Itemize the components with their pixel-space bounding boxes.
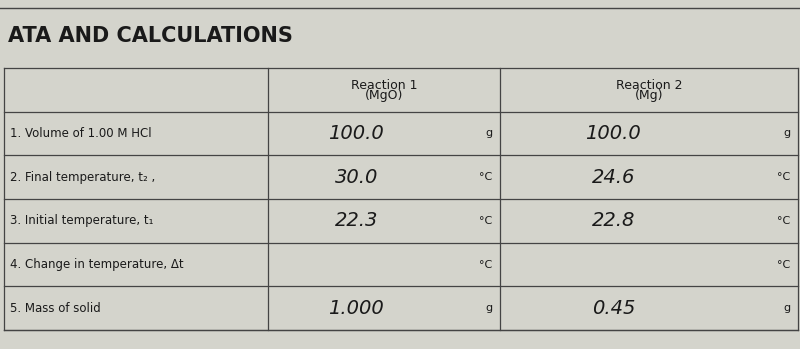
Text: 3. Initial temperature, t₁: 3. Initial temperature, t₁ — [10, 214, 154, 227]
Text: °C: °C — [478, 172, 492, 182]
Text: 2. Final temperature, t₂ ,: 2. Final temperature, t₂ , — [10, 171, 155, 184]
Text: g: g — [485, 128, 492, 139]
Text: (Mg): (Mg) — [635, 89, 663, 102]
Text: 100.0: 100.0 — [328, 124, 384, 143]
Text: g: g — [783, 303, 790, 313]
Text: 1.000: 1.000 — [328, 299, 384, 318]
Text: 100.0: 100.0 — [586, 124, 642, 143]
Text: °C: °C — [777, 216, 790, 226]
Text: °C: °C — [777, 260, 790, 269]
Text: 30.0: 30.0 — [334, 168, 378, 187]
Text: Reaction 2: Reaction 2 — [616, 79, 682, 92]
Text: Reaction 1: Reaction 1 — [350, 79, 418, 92]
Text: (MgO): (MgO) — [365, 89, 403, 102]
Text: 22.3: 22.3 — [334, 211, 378, 230]
Text: 4. Change in temperature, Δt: 4. Change in temperature, Δt — [10, 258, 184, 271]
Text: 5. Mass of solid: 5. Mass of solid — [10, 302, 101, 315]
Text: 0.45: 0.45 — [592, 299, 635, 318]
Text: 1. Volume of 1.00 M HCl: 1. Volume of 1.00 M HCl — [10, 127, 152, 140]
Text: g: g — [783, 128, 790, 139]
Text: 24.6: 24.6 — [592, 168, 635, 187]
Text: °C: °C — [478, 260, 492, 269]
Text: 22.8: 22.8 — [592, 211, 635, 230]
Text: ATA AND CALCULATIONS: ATA AND CALCULATIONS — [8, 26, 293, 46]
Text: g: g — [485, 303, 492, 313]
Text: °C: °C — [478, 216, 492, 226]
Text: °C: °C — [777, 172, 790, 182]
